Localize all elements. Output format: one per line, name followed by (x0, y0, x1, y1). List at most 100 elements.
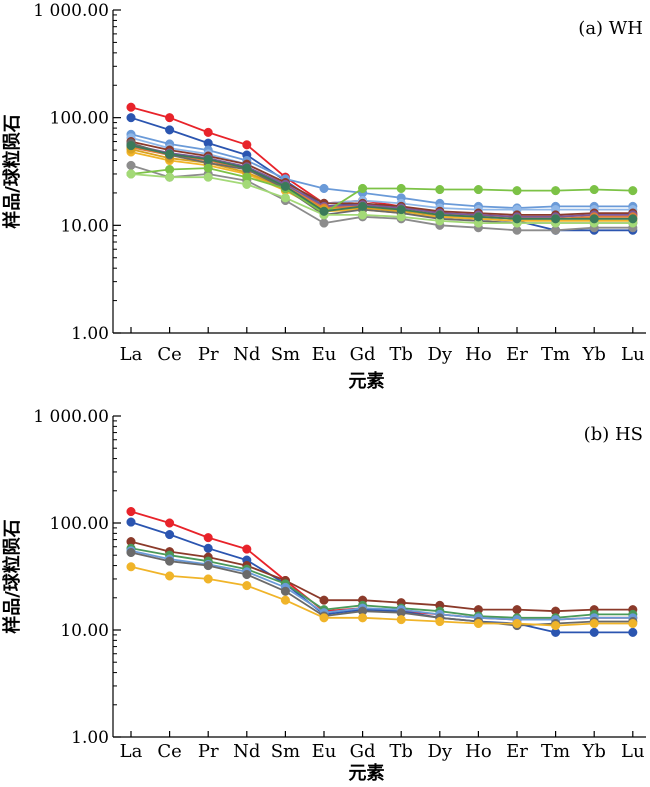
data-point (126, 113, 136, 123)
data-point (358, 201, 368, 211)
x-tick-label: Sm (271, 344, 300, 365)
data-point (473, 184, 483, 195)
x-tick-label: Tm (541, 741, 570, 762)
data-point (280, 586, 290, 596)
data-point (242, 140, 252, 150)
series-line (130, 549, 633, 621)
y-axis-title: 样品/球粒陨石 (1, 114, 23, 229)
x-tick-label: Gd (350, 741, 376, 762)
data-point (203, 561, 213, 571)
x-tick-label: Tb (389, 344, 413, 365)
data-point (319, 595, 329, 605)
data-point (165, 125, 175, 135)
chart-panel-a: 1.00 10.00 100.00 1 000.00 La Ce Pr Nd Sm Eu Gd Tb D… (1, 1, 646, 392)
x-tick-label: Eu (312, 741, 337, 762)
data-point (435, 184, 445, 195)
data-point (396, 205, 406, 215)
data-point (165, 113, 175, 123)
data-point (126, 102, 136, 112)
y-tick-label: 100.00 (50, 109, 109, 129)
y-tick-label: 10.00 (60, 621, 109, 641)
data-point (319, 183, 329, 194)
data-point (242, 569, 252, 580)
series-line (130, 173, 633, 225)
x-tick-label: Ho (465, 741, 492, 762)
data-point (628, 627, 638, 637)
series-line (130, 521, 633, 634)
series-line (130, 565, 633, 627)
data-point (473, 212, 483, 222)
data-point (203, 127, 213, 137)
series-6 (126, 562, 638, 631)
x-tick-label: Ho (465, 344, 492, 365)
series-2 (126, 129, 638, 213)
x-tick-label: Tb (389, 741, 413, 762)
y-axis-title: 样品/球粒陨石 (1, 519, 23, 634)
panel-label: (b) HS (584, 424, 643, 445)
data-point (319, 613, 329, 623)
series-line (130, 547, 633, 619)
data-point (512, 186, 522, 196)
data-point (589, 214, 599, 224)
series-line (130, 133, 633, 209)
data-point (165, 149, 175, 159)
data-point (551, 621, 561, 631)
y-tick-label: 1 000.00 (33, 407, 109, 427)
x-tick-label: Yb (581, 344, 605, 365)
x-tick-label: La (120, 741, 143, 762)
data-point (126, 160, 136, 170)
y-tick-label: 1.00 (71, 728, 109, 748)
data-point (319, 218, 329, 228)
data-point (628, 214, 638, 224)
x-tick-label: Dy (427, 344, 452, 365)
data-point (126, 517, 136, 527)
data-point (551, 214, 561, 224)
data-point (165, 571, 175, 581)
x-tick-label: Pr (198, 344, 219, 365)
x-tick-label: Er (506, 344, 528, 365)
data-point (435, 210, 445, 220)
data-point (473, 618, 483, 629)
x-tick-label: Eu (312, 344, 337, 365)
x-tick-label: Yb (581, 741, 605, 762)
series-line (130, 144, 633, 220)
data-point (203, 543, 213, 553)
data-point (242, 163, 252, 173)
data-point (396, 615, 406, 625)
data-point (280, 181, 290, 191)
data-point (165, 518, 175, 528)
data-point (165, 172, 175, 182)
series-2 (126, 537, 638, 616)
data-point (358, 613, 368, 623)
x-tick-label: Er (506, 741, 528, 762)
panel-label: (a) WH (578, 18, 643, 39)
data-point (126, 141, 136, 151)
data-point (589, 618, 599, 629)
data-point (396, 183, 406, 194)
series-line (130, 551, 633, 627)
series-line (130, 167, 633, 215)
data-point (242, 581, 252, 591)
data-point (512, 618, 522, 629)
series-line (130, 540, 633, 613)
data-point (242, 544, 252, 554)
series-13 (126, 141, 638, 224)
data-point (435, 616, 445, 627)
data-point (628, 186, 638, 196)
x-axis-title: 元素 (349, 763, 385, 784)
x-tick-label: Lu (621, 344, 645, 365)
series-line (130, 140, 633, 216)
data-point (280, 193, 290, 203)
x-tick-label: Gd (350, 344, 376, 365)
series-line (130, 143, 633, 218)
data-point (358, 183, 368, 194)
x-tick-label: Pr (198, 741, 219, 762)
data-point (628, 618, 638, 629)
data-point (126, 506, 136, 517)
x-tick-label: Ce (157, 741, 181, 762)
data-point (203, 154, 213, 164)
data-point (126, 169, 136, 179)
data-point (589, 627, 599, 637)
x-axis-title: 元素 (349, 371, 385, 392)
